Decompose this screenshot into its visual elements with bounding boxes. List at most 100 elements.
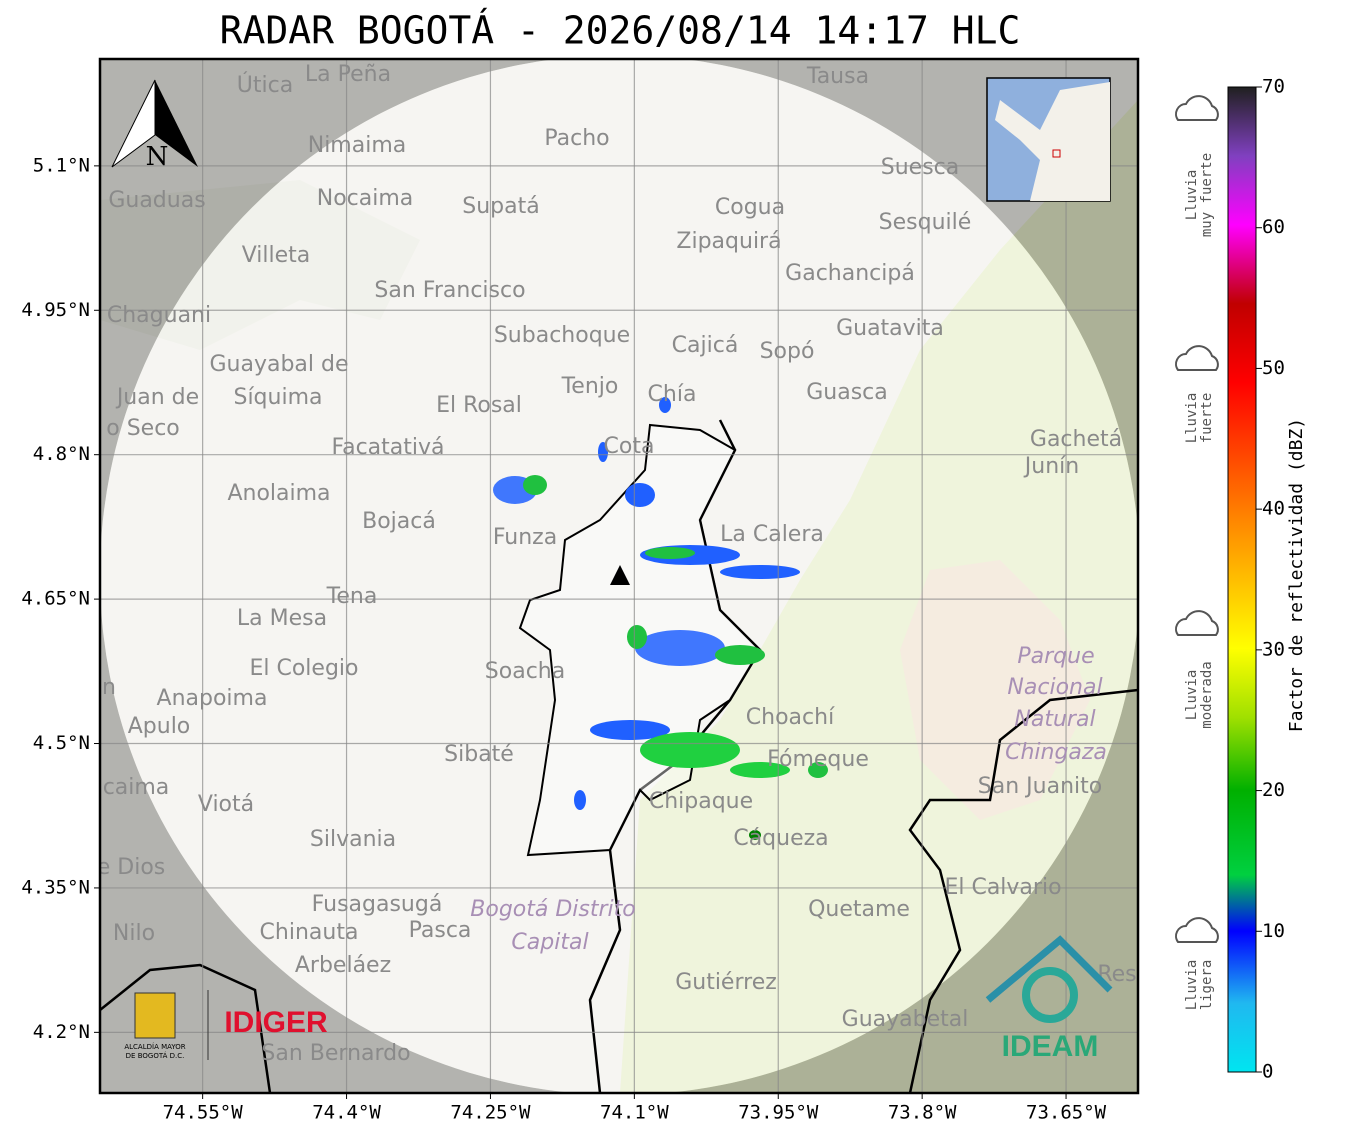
radar-echo xyxy=(720,565,800,579)
place-label: La Mesa xyxy=(237,606,327,631)
place-label: Apulo xyxy=(128,714,191,739)
place-label: Nilo xyxy=(113,921,155,946)
y-tick-label: 5.1°N xyxy=(33,154,90,176)
ideam-logo: IDEAM xyxy=(1002,1030,1099,1063)
place-label: Subachoque xyxy=(494,323,630,348)
place-label: Silvania xyxy=(310,827,396,852)
x-tick-label: 74.25°W xyxy=(450,1102,531,1124)
colorbar-label: Factor de reflectividad (dBZ) xyxy=(1286,418,1307,732)
place-label: Chía xyxy=(648,382,697,407)
place-label: Juan de xyxy=(115,385,199,410)
colorbar-tick-label: 0 xyxy=(1262,1061,1273,1083)
place-label: Síquima xyxy=(233,385,322,410)
rain-category-label: Lluvia xyxy=(1184,393,1200,444)
place-label: caima xyxy=(103,775,170,800)
colorbar-gradient xyxy=(1227,86,1257,1073)
special-label: Natural xyxy=(1014,707,1095,732)
radar-echo xyxy=(715,645,765,665)
colorbar-tick-label: 10 xyxy=(1262,920,1285,942)
place-label: Nocaima xyxy=(317,186,414,211)
alcaldia-shield xyxy=(134,992,176,1039)
rain-category: Lluvia moderada xyxy=(1175,610,1219,729)
place-label: Supatá xyxy=(462,194,539,219)
logos: ALCALDÍA MAYOR DE BOGOTÁ D.C. IDIGER IDE… xyxy=(124,935,1113,1063)
place-label: Gachancipá xyxy=(785,261,915,286)
place-label: Junín xyxy=(1023,454,1079,479)
rain-category-label: ligera xyxy=(1199,960,1215,1011)
place-label: Quetame xyxy=(808,897,910,922)
x-tick-label: 73.8°W xyxy=(888,1102,957,1124)
rain-category-label: Lluvia xyxy=(1184,960,1200,1011)
rain-icon xyxy=(1175,345,1219,371)
rain-category-label: moderada xyxy=(1199,661,1215,728)
radar-echo xyxy=(640,732,740,768)
colorbar-tick-label: 70 xyxy=(1262,76,1285,98)
radar-site xyxy=(610,565,630,585)
department-boundary xyxy=(908,688,1138,1093)
inset-land xyxy=(995,82,1110,201)
y-tick-label: 4.5°N xyxy=(33,732,90,754)
x-tick-label: 74.1°W xyxy=(600,1102,669,1124)
rain-category: Lluvia muy fuerte xyxy=(1175,95,1219,237)
department-boundary xyxy=(100,963,272,1093)
radar-echo xyxy=(730,762,790,778)
inset-map xyxy=(986,77,1111,202)
place-label: Tausa xyxy=(806,64,869,89)
rain-icon xyxy=(1175,610,1219,636)
place-label: Pacho xyxy=(544,126,609,151)
place-label: Cajicá xyxy=(672,333,739,358)
place-label: Guasca xyxy=(806,380,888,405)
map: La Peña Útica Tausa Pacho Nimaima Suesca Guadu… xyxy=(97,59,1138,1093)
compass-label: N xyxy=(146,142,169,172)
special-label: Bogotá Distrito xyxy=(470,897,635,922)
place-label: Cáqueza xyxy=(733,826,828,851)
special-label: Parque xyxy=(1017,644,1094,669)
colorbar-tick-label: 50 xyxy=(1262,357,1285,379)
radar-echo xyxy=(645,547,695,559)
place-label: e Dios xyxy=(97,855,166,880)
rain-icon xyxy=(1175,95,1219,121)
y-tick-label: 4.35°N xyxy=(21,876,90,898)
map-frame xyxy=(98,57,1140,1095)
compass: N xyxy=(111,79,198,172)
place-label: Arbeláez xyxy=(295,953,391,978)
y-tick-label: 4.65°N xyxy=(21,588,90,610)
place-label: El Rosal xyxy=(436,393,522,418)
place-label: San Francisco xyxy=(374,278,525,303)
x-tick-label: 74.55°W xyxy=(163,1102,244,1124)
radar-echo xyxy=(574,790,586,810)
x-tick-label: 73.95°W xyxy=(738,1102,819,1124)
place-label: Sesquilé xyxy=(879,210,972,235)
y-tick-label: 4.2°N xyxy=(33,1021,90,1043)
rain-category: Lluvia fuerte xyxy=(1175,345,1219,444)
grid xyxy=(100,59,1138,1093)
rain-category-label: Lluvia xyxy=(1184,170,1200,221)
place-label: Tenjo xyxy=(561,374,619,399)
place-label: Guayabetal xyxy=(842,1007,969,1032)
colorbar-tick-label: 20 xyxy=(1262,779,1285,801)
radar-echo xyxy=(635,630,725,666)
place-label: Gutiérrez xyxy=(675,970,777,995)
place-label: Fómeque xyxy=(767,747,869,772)
place-label: Nimaima xyxy=(308,133,407,158)
rain-icon xyxy=(1175,917,1219,943)
place-label: San Juanito xyxy=(978,774,1102,799)
place-label: Villeta xyxy=(242,243,311,268)
place-label: Tena xyxy=(326,584,378,609)
place-label: El Calvario xyxy=(944,875,1061,900)
place-label: Chaguani xyxy=(107,303,211,328)
place-label: Soacha xyxy=(485,659,565,684)
place-label: Útica xyxy=(237,72,293,98)
place-label: Zipaquirá xyxy=(676,229,781,254)
radar-echo xyxy=(749,830,761,840)
radar-echo xyxy=(659,397,671,413)
place-label: Cogua xyxy=(715,195,785,220)
special-label: Capital xyxy=(511,930,588,955)
special-label: Nacional xyxy=(1007,675,1102,700)
place-label: La Calera xyxy=(720,522,824,547)
idiger-logo: IDIGER xyxy=(224,1006,328,1039)
colorbar-tick-label: 60 xyxy=(1262,216,1285,238)
place-label: Cota xyxy=(604,434,655,459)
place-labels: La Peña Útica Tausa Pacho Nimaima Suesca Guadu… xyxy=(97,62,1137,1066)
